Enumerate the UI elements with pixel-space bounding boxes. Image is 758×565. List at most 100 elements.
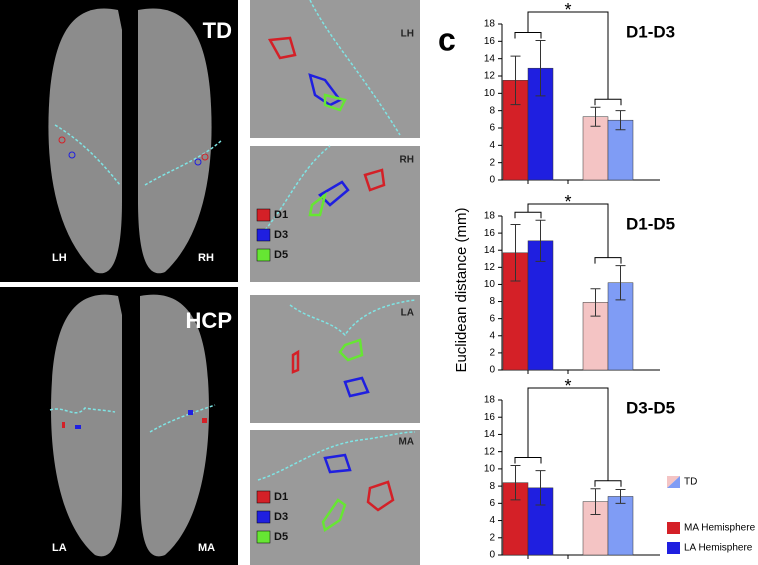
roi xyxy=(366,480,395,512)
legend-label: D3 xyxy=(274,511,288,523)
error-bar xyxy=(510,55,521,106)
roi xyxy=(202,418,207,423)
roi xyxy=(75,425,81,429)
roi xyxy=(194,158,202,166)
legend-swatch xyxy=(256,228,271,242)
legend-swatch xyxy=(256,510,271,524)
zoom-panel xyxy=(250,295,420,423)
central-sulcus xyxy=(149,404,216,433)
y-tick-label: 6 xyxy=(489,498,495,509)
panel-label: a xyxy=(4,21,22,57)
roi xyxy=(201,153,209,161)
y-tick-label: 0 xyxy=(489,365,495,376)
central-sulcus xyxy=(264,145,331,231)
roi xyxy=(68,151,76,159)
roi xyxy=(323,453,352,474)
hemisphere-label: LH xyxy=(52,252,67,264)
zoom-label: LA xyxy=(401,308,414,319)
bracket xyxy=(514,387,622,487)
legend-swatch xyxy=(667,476,680,488)
roi xyxy=(321,498,347,533)
error-bar xyxy=(510,464,521,501)
roi xyxy=(62,422,65,428)
bracket xyxy=(514,11,622,106)
right-hemisphere xyxy=(140,294,209,557)
error-bar xyxy=(590,106,601,127)
panel-label: b xyxy=(4,307,24,343)
bar xyxy=(527,240,554,371)
y-tick-label: 10 xyxy=(484,88,496,99)
legend-label: D1 xyxy=(274,491,288,503)
error-bar xyxy=(590,488,601,516)
legend-swatch xyxy=(256,208,271,222)
zoom-label: RH xyxy=(400,155,414,166)
y-tick-label: 2 xyxy=(489,157,495,168)
central-sulcus xyxy=(49,407,116,414)
hemisphere-label: MA xyxy=(198,542,215,554)
y-tick-label: 18 xyxy=(484,19,496,30)
y-tick-label: 2 xyxy=(489,532,495,543)
error-bar xyxy=(615,489,626,504)
chart-title: D1-D3 xyxy=(626,22,675,41)
zoom-label: MA xyxy=(398,437,414,448)
roi xyxy=(363,168,386,192)
panel-title: TD xyxy=(203,18,232,43)
roi xyxy=(323,93,347,112)
legend-swatch xyxy=(667,542,680,554)
central-sulcus xyxy=(144,139,223,186)
y-tick-label: 18 xyxy=(484,211,496,222)
y-tick-label: 14 xyxy=(484,429,496,440)
y-tick-label: 4 xyxy=(489,330,495,341)
y-tick-label: 14 xyxy=(484,245,496,256)
y-tick-label: 16 xyxy=(484,412,496,423)
roi xyxy=(291,349,300,374)
error-bar xyxy=(615,265,626,301)
y-tick-label: 6 xyxy=(489,123,495,134)
y-tick-label: 16 xyxy=(484,228,496,239)
y-tick-label: 8 xyxy=(489,105,495,116)
y-tick-label: 8 xyxy=(489,481,495,492)
roi xyxy=(308,191,328,217)
zoom-panel xyxy=(250,146,420,282)
legend-label: TD xyxy=(684,477,697,488)
error-bar xyxy=(510,224,521,282)
roi xyxy=(317,180,350,207)
y-tick-label: 12 xyxy=(484,446,496,457)
bracket xyxy=(514,203,622,264)
roi xyxy=(267,36,297,60)
legend-label: MA Hemisphere xyxy=(684,523,756,534)
central-sulcus xyxy=(289,299,416,337)
y-tick-label: 14 xyxy=(484,53,496,64)
y-tick-label: 0 xyxy=(489,175,495,186)
panel-label: c xyxy=(438,21,456,57)
significance: * xyxy=(564,376,571,396)
y-tick-label: 12 xyxy=(484,262,496,273)
roi xyxy=(58,136,66,144)
y-tick-label: 10 xyxy=(484,464,496,475)
right-hemisphere xyxy=(138,8,212,274)
error-bar xyxy=(535,219,546,262)
error-bar xyxy=(535,39,546,97)
zoom-label: LH xyxy=(401,29,414,40)
legend-swatch xyxy=(256,490,271,504)
y-axis-label: Euclidean distance (mm) xyxy=(453,207,470,372)
y-tick-label: 4 xyxy=(489,515,495,526)
error-bar xyxy=(535,470,546,506)
roi xyxy=(343,376,370,398)
y-tick-label: 16 xyxy=(484,36,496,47)
legend-swatch xyxy=(256,248,271,262)
y-tick-label: 2 xyxy=(489,348,495,359)
bar xyxy=(607,496,634,556)
central-sulcus xyxy=(309,0,401,136)
legend-swatch xyxy=(667,522,680,534)
legend-label: LA Hemisphere xyxy=(684,543,753,554)
y-tick-label: 4 xyxy=(489,140,495,151)
legend-swatch xyxy=(256,530,271,544)
hemisphere-label: LA xyxy=(52,542,67,554)
legend-label: D5 xyxy=(274,249,288,261)
y-tick-label: 18 xyxy=(484,395,496,406)
hemisphere-label: RH xyxy=(198,252,214,264)
left-hemisphere xyxy=(48,8,122,274)
error-bar xyxy=(615,110,626,131)
